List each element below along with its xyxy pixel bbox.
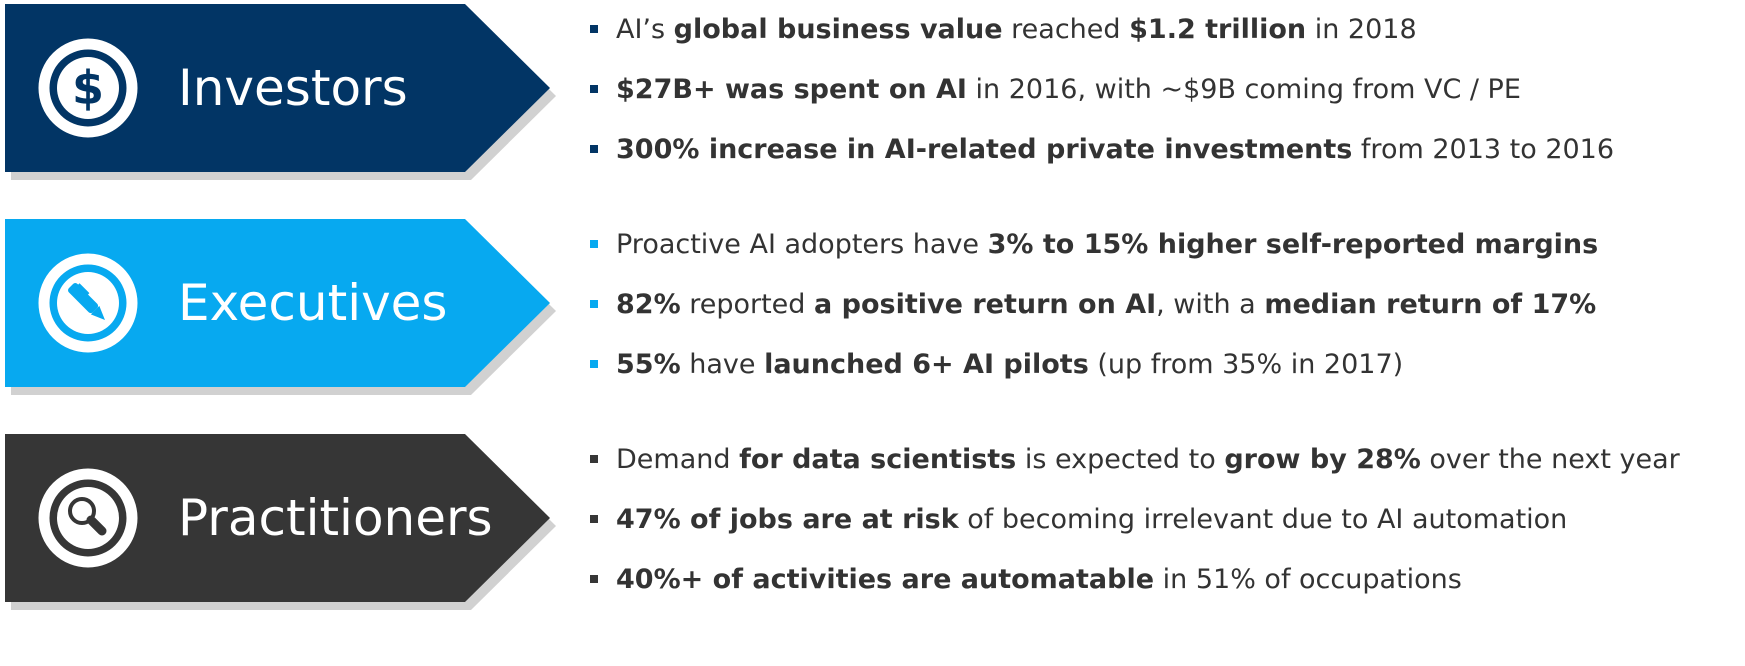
bullet-highlight-text: a positive return on AI (814, 289, 1157, 320)
bullet-highlight-text: 3% to 15% higher self-reported margins (987, 229, 1599, 260)
bullet-item: 47% of jobs are at risk of becoming irre… (590, 494, 1740, 554)
bullet-marker-icon (590, 300, 598, 308)
bullet-item: AI’s global business value reached $1.2 … (590, 4, 1740, 64)
bullet-text: Proactive AI adopters have (616, 229, 988, 260)
bullet-text: of becoming irrelevant due to AI automat… (958, 504, 1568, 535)
bullet-text: have (680, 349, 765, 380)
bullet-item: Proactive AI adopters have 3% to 15% hig… (590, 219, 1740, 279)
pen-icon (38, 253, 138, 353)
bullet-highlight-text: global business value (673, 14, 1003, 45)
svg-text:$: $ (72, 61, 104, 115)
bullet-text: , with a (1156, 289, 1265, 320)
executives-bullet-list: Proactive AI adopters have 3% to 15% hig… (590, 219, 1740, 399)
bullet-text: (up from 35% in 2017) (1088, 349, 1404, 380)
practitioners-section: Practitioners Demand for data scientists… (0, 434, 1745, 610)
bullet-highlight-text: 47% of jobs are at risk (616, 504, 959, 535)
practitioners-arrow-shape (5, 434, 556, 610)
bullet-item: 40%+ of activities are automatable in 51… (590, 554, 1740, 614)
practitioners-bullet-list: Demand for data scientists is expected t… (590, 434, 1740, 614)
bullet-highlight-text: launched 6+ AI pilots (764, 349, 1089, 380)
bullet-highlight-text: 40%+ of activities are automatable (616, 564, 1155, 595)
bullet-highlight-text: $27B+ was spent on AI (616, 74, 967, 105)
bullet-text: in 2016, with ~$9B coming from VC / PE (966, 74, 1521, 105)
bullet-highlight-text: for data scientists (739, 444, 1017, 475)
bullet-text: AI’s (616, 14, 674, 45)
executives-banner: Executives (5, 219, 556, 395)
bullet-highlight-text: grow by 28% (1224, 444, 1421, 475)
bullet-text: reported (680, 289, 815, 320)
bullet-highlight-text: median return of 17% (1264, 289, 1597, 320)
bullet-text: from 2013 to 2016 (1352, 134, 1615, 165)
bullet-item: Demand for data scientists is expected t… (590, 434, 1740, 494)
bullet-highlight-text: 82% (616, 289, 681, 320)
practitioners-title: Practitioners (178, 489, 493, 547)
bullet-marker-icon (590, 360, 598, 368)
bullet-marker-icon (590, 85, 598, 93)
bullet-highlight-text: $1.2 trillion (1129, 14, 1307, 45)
bullet-marker-icon (590, 145, 598, 153)
bullet-highlight-text: 55% (616, 349, 681, 380)
bullet-marker-icon (590, 575, 598, 583)
executives-arrow-shape (5, 219, 556, 395)
bullet-highlight-text: 300% increase in AI-related private inve… (616, 134, 1353, 165)
investors-section: $ Investors AI’s global business value r… (0, 4, 1745, 180)
bullet-marker-icon (590, 455, 598, 463)
bullet-text: is expected to (1016, 444, 1225, 475)
bullet-text: over the next year (1420, 444, 1680, 475)
investors-arrow-shape (5, 4, 556, 180)
investors-bullet-list: AI’s global business value reached $1.2 … (590, 4, 1740, 184)
bullet-marker-icon (590, 25, 598, 33)
bullet-item: 55% have launched 6+ AI pilots (up from … (590, 339, 1740, 399)
bullet-item: 82% reported a positive return on AI, wi… (590, 279, 1740, 339)
executives-title: Executives (178, 274, 448, 332)
investors-banner: $ Investors (5, 4, 556, 180)
bullet-text: in 2018 (1306, 14, 1417, 45)
bullet-marker-icon (590, 515, 598, 523)
practitioners-banner: Practitioners (5, 434, 556, 610)
bullet-item: 300% increase in AI-related private inve… (590, 124, 1740, 184)
bullet-item: $27B+ was spent on AI in 2016, with ~$9B… (590, 64, 1740, 124)
bullet-text: Demand (616, 444, 740, 475)
dollar-icon: $ (38, 38, 138, 138)
bullet-marker-icon (590, 240, 598, 248)
magnifier-icon (38, 468, 138, 568)
executives-section: Executives Proactive AI adopters have 3%… (0, 219, 1745, 395)
bullet-text: in 51% of occupations (1154, 564, 1462, 595)
bullet-text: reached (1002, 14, 1130, 45)
investors-title: Investors (178, 59, 408, 117)
